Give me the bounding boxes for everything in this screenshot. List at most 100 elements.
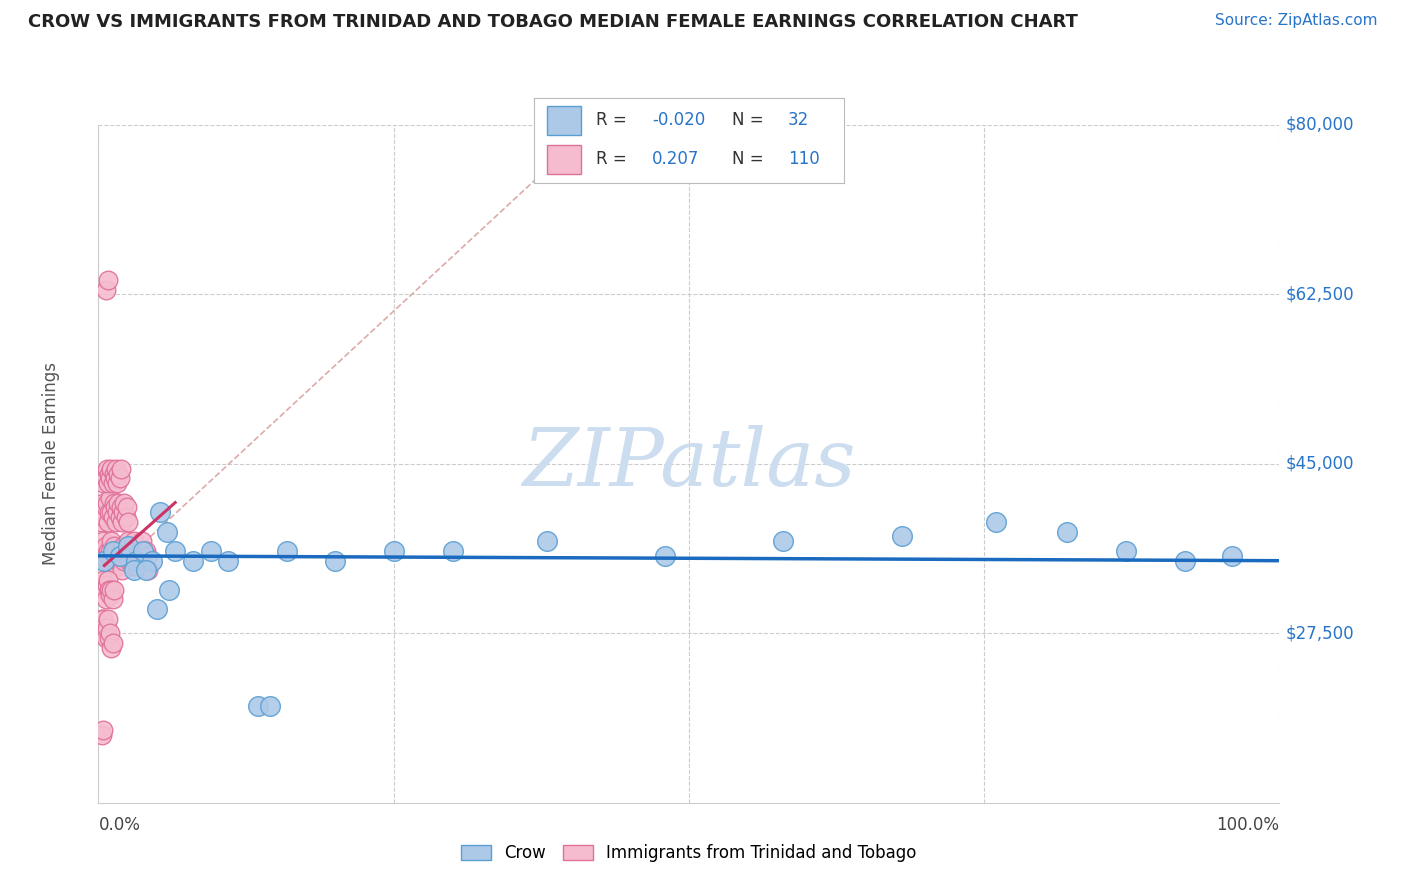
Point (96, 578, 118, 592)
Point (105, 505, 128, 519)
Point (98, 505, 121, 519)
FancyBboxPatch shape (547, 106, 581, 136)
Point (135, 544, 157, 558)
Point (1056, 524, 1078, 539)
Point (97, 476, 120, 491)
Point (101, 510, 124, 524)
Point (135, 549, 157, 563)
Point (103, 582, 125, 597)
Point (217, 554, 239, 568)
Point (100, 461, 122, 475)
Point (91, 612, 114, 626)
Point (108, 510, 131, 524)
Point (91, 505, 114, 519)
Text: R =: R = (596, 112, 633, 129)
Point (94, 500, 117, 515)
Point (103, 539, 125, 553)
Point (91, 476, 114, 491)
Point (120, 544, 142, 558)
Point (128, 554, 150, 568)
Point (112, 554, 135, 568)
Point (91, 495, 114, 509)
Point (125, 554, 148, 568)
Point (122, 563, 145, 577)
Text: 100.0%: 100.0% (1216, 816, 1279, 834)
Point (98, 471, 121, 485)
Text: $27,500: $27,500 (1285, 624, 1354, 642)
Point (97, 273, 120, 287)
Point (96, 495, 118, 509)
Point (131, 534, 153, 549)
Point (94, 471, 117, 485)
Point (117, 539, 139, 553)
Point (98, 549, 121, 563)
Text: 0.207: 0.207 (652, 150, 699, 168)
Point (104, 500, 127, 515)
Point (94, 592, 117, 607)
Point (157, 582, 180, 597)
Point (91, 728, 114, 742)
Point (136, 563, 159, 577)
Text: 110: 110 (787, 150, 820, 168)
Point (93, 622, 115, 636)
Point (112, 539, 135, 553)
Point (132, 554, 155, 568)
Point (115, 500, 138, 515)
Point (1115, 544, 1137, 558)
Point (984, 515, 1007, 529)
Point (98, 588, 121, 602)
Point (101, 476, 124, 491)
Point (112, 495, 135, 509)
Point (259, 698, 281, 713)
Point (101, 636, 124, 650)
Point (105, 558, 128, 573)
Point (246, 698, 269, 713)
Legend: Crow, Immigrants from Trinidad and Tobago: Crow, Immigrants from Trinidad and Tobag… (454, 838, 924, 869)
Point (156, 524, 179, 539)
Point (96, 554, 118, 568)
Point (98, 582, 121, 597)
Point (165, 544, 187, 558)
Point (98, 631, 121, 645)
Point (127, 558, 149, 573)
Point (104, 471, 127, 485)
Point (105, 515, 128, 529)
Point (112, 505, 135, 519)
Point (1220, 549, 1243, 563)
Point (115, 549, 138, 563)
Point (146, 602, 169, 616)
Point (101, 592, 124, 607)
Point (108, 471, 131, 485)
Text: ZIPatlas: ZIPatlas (522, 425, 856, 502)
Point (97, 515, 120, 529)
Point (200, 544, 222, 558)
Point (101, 544, 124, 558)
Point (129, 549, 152, 563)
Point (97, 544, 120, 558)
Point (125, 544, 148, 558)
Point (91, 573, 114, 587)
Point (97, 573, 120, 587)
Point (91, 723, 114, 738)
Point (98, 626, 121, 640)
Point (128, 544, 150, 558)
Point (141, 554, 163, 568)
Text: N =: N = (733, 150, 769, 168)
Point (93, 549, 115, 563)
FancyBboxPatch shape (547, 145, 581, 175)
Point (654, 549, 676, 563)
Point (100, 582, 122, 597)
Point (98, 544, 121, 558)
Point (122, 534, 145, 549)
Point (276, 544, 298, 558)
Point (132, 544, 155, 558)
Point (91, 612, 114, 626)
Point (108, 549, 131, 563)
Point (105, 461, 128, 475)
Point (121, 558, 143, 573)
Point (111, 515, 134, 529)
Point (114, 510, 136, 524)
Point (101, 554, 124, 568)
Point (117, 534, 139, 549)
Point (118, 554, 141, 568)
